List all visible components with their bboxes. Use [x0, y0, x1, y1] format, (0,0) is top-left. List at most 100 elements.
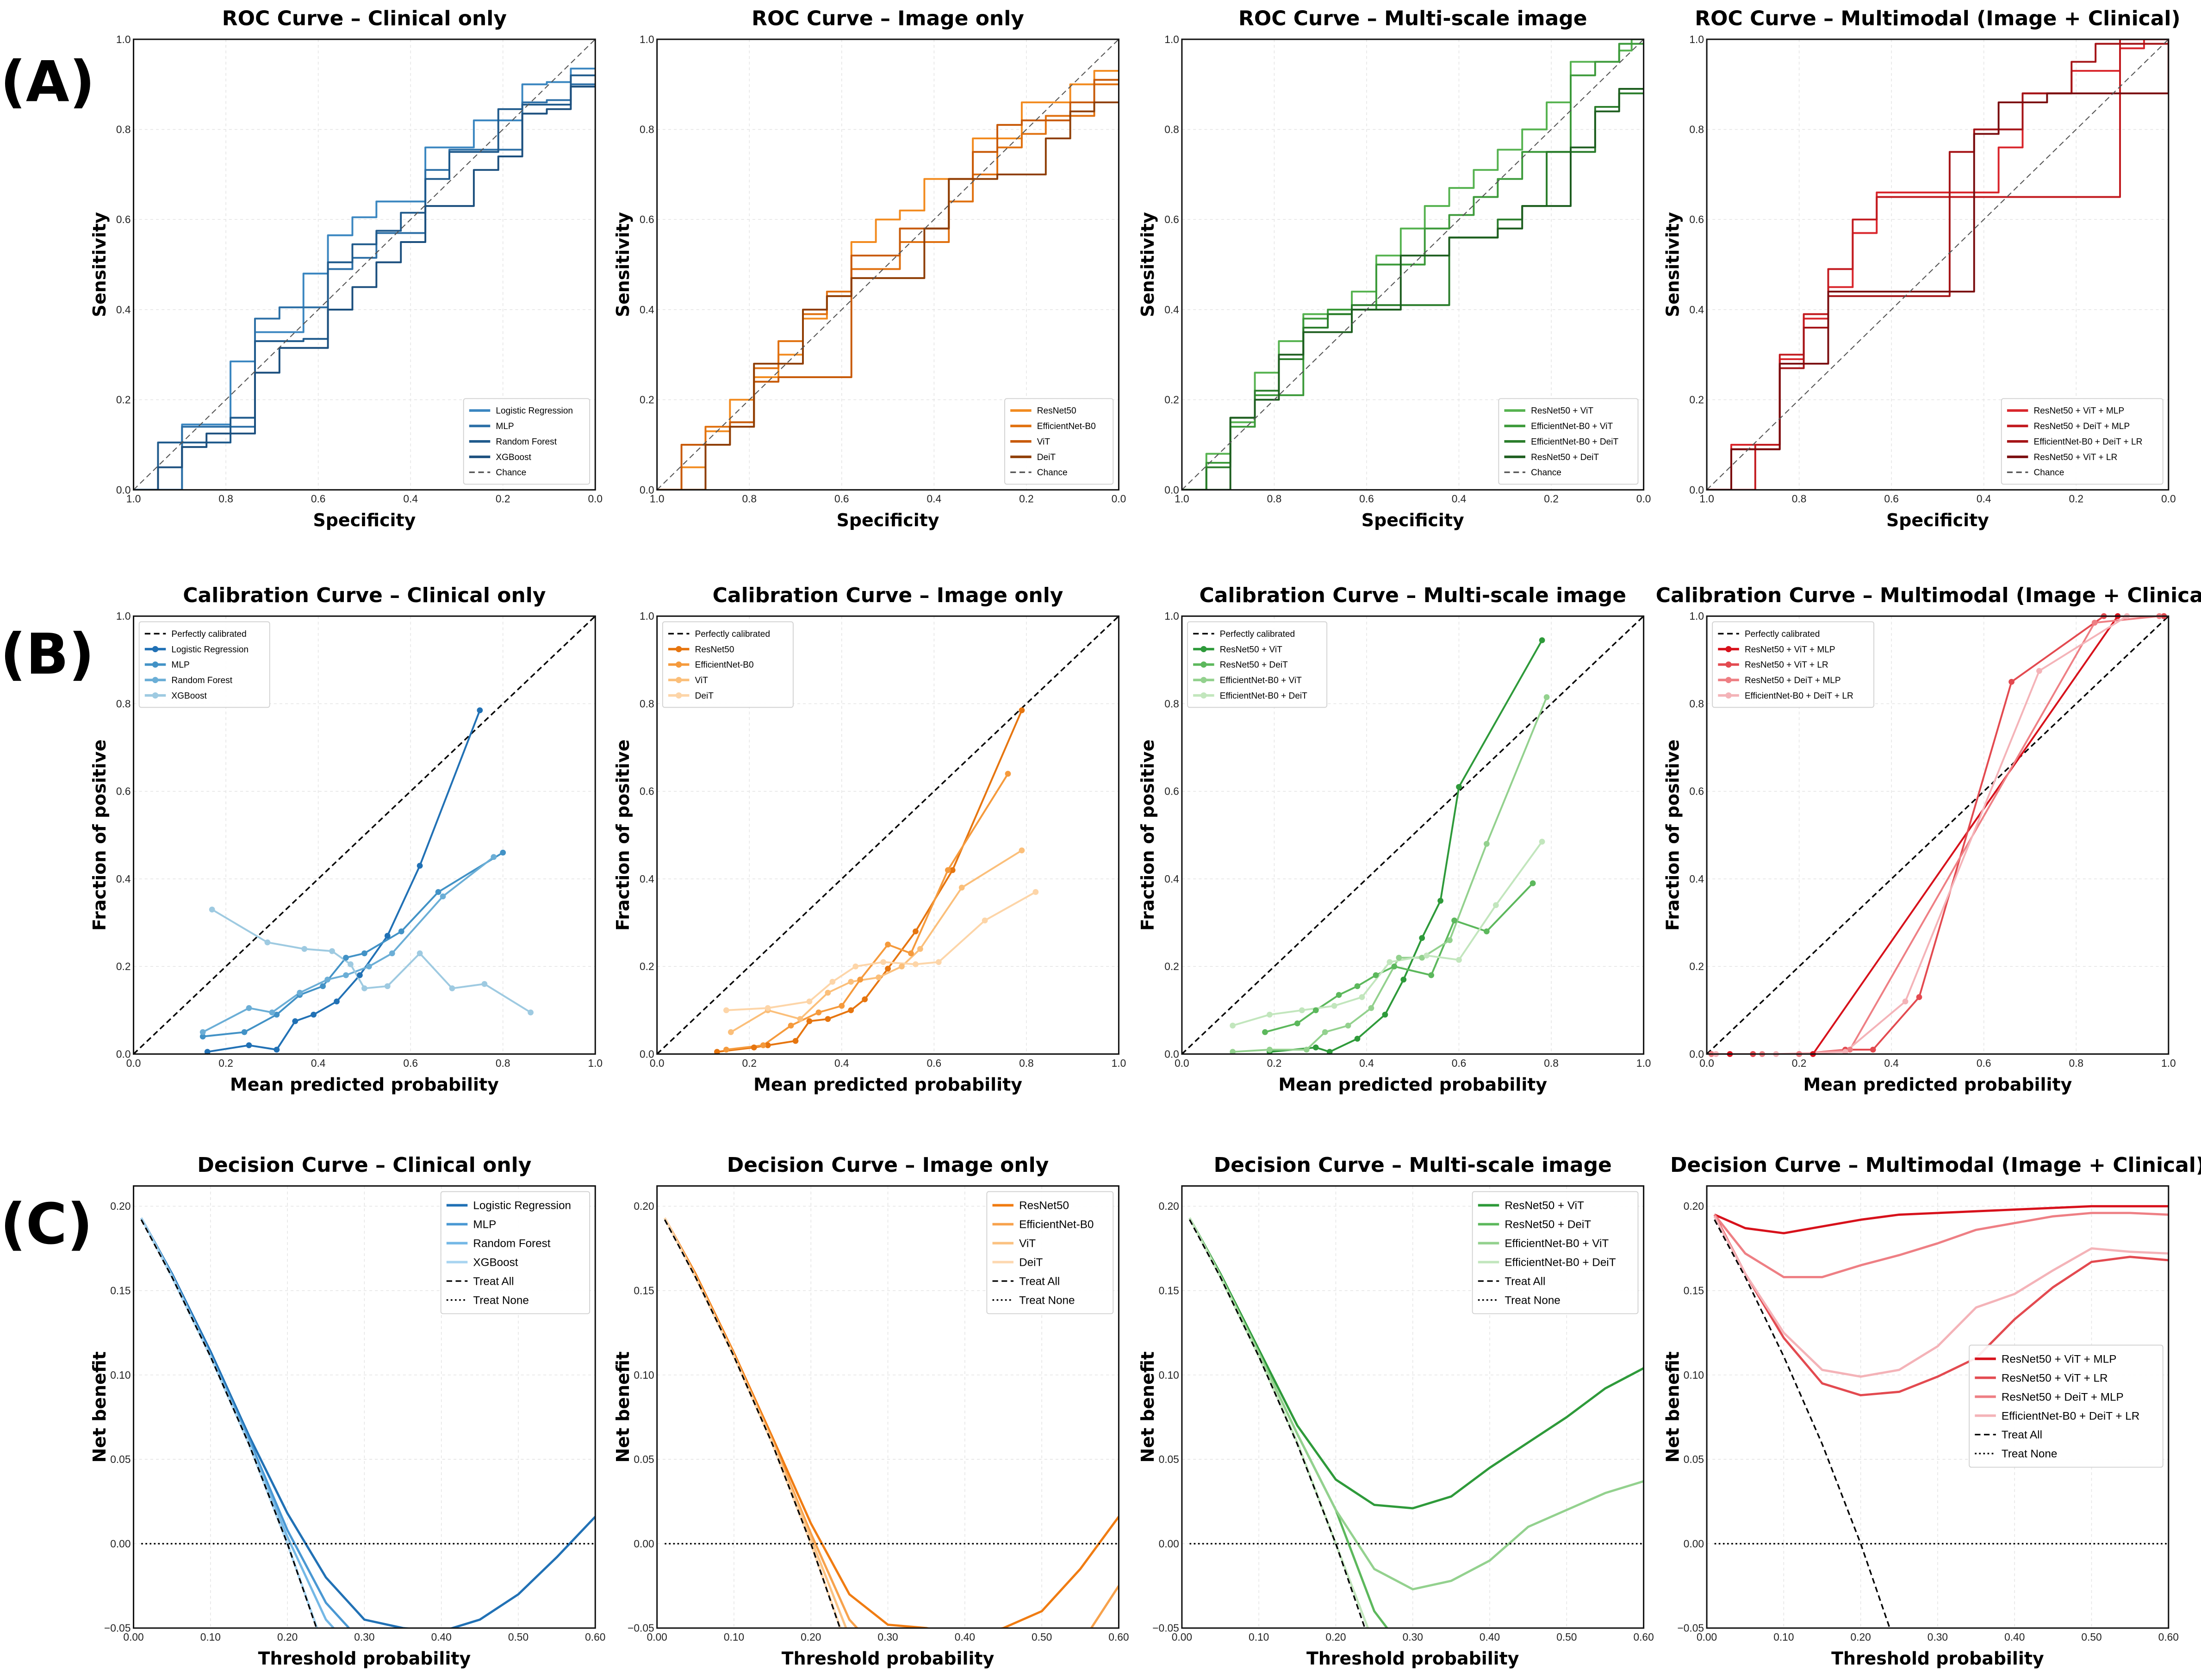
y-tick-label: 0.4	[640, 873, 654, 885]
series-vit-point	[848, 978, 854, 985]
series-resnet50-point	[848, 1007, 854, 1014]
series-logistic-regression-point	[334, 998, 340, 1005]
series-resnet50-point	[825, 1016, 831, 1022]
legend-entry-chance: Chance	[469, 468, 526, 478]
series-resnet50-deit-point	[1294, 1020, 1300, 1027]
legend-label: EfficientNet-B0	[1037, 422, 1096, 431]
axes-frame	[133, 1185, 596, 1629]
x-axis-label: Threshold probability	[1306, 1649, 1519, 1669]
x-tick-label: 0.0	[1112, 493, 1126, 505]
y-tick-label: 0.00	[110, 1537, 131, 1549]
series-resnet50-point	[862, 996, 868, 1002]
legend-label: Logistic Regression	[496, 406, 573, 416]
legend-entry-efficientnet-b0: EfficientNet-B0	[668, 660, 754, 670]
legend-label: Perfectly calibrated	[1745, 629, 1820, 639]
y-tick-label: 0.4	[116, 873, 131, 885]
y-tick-label: 0.6	[1164, 213, 1179, 225]
legend-box	[1498, 398, 1639, 485]
series-vit-point	[825, 989, 831, 996]
legend-label: EfficientNet-B0 + DeiT	[1220, 691, 1307, 701]
y-tick-label: 0.8	[640, 697, 654, 709]
x-tick-label: 0.10	[1773, 1631, 1794, 1643]
legend-entry-treat-none: Treat None	[446, 1294, 529, 1307]
legend-box	[1969, 1344, 2164, 1468]
y-tick-label: 0.8	[116, 123, 131, 135]
legend-entry-resnet50: ResNet50	[668, 645, 734, 654]
legend-marker	[152, 646, 159, 653]
legend-label: ViT	[1037, 437, 1051, 447]
legend-entry-logistic-regression: Logistic Regression	[446, 1200, 571, 1212]
series-vit-point	[1019, 847, 1025, 853]
legend-entry-chance: Chance	[2007, 468, 2064, 478]
series-resnet50-deit-mlp-point	[2091, 620, 2098, 626]
x-tick-label: 0.8	[496, 1057, 510, 1069]
legend-label: ResNet50 + ViT + LR	[1745, 660, 1828, 670]
legend: Perfectly calibrated ResNet50 + ViT + MLP…	[1712, 621, 1875, 708]
series-deit-line	[664, 1217, 842, 1628]
series-efficientnet-b0-deit-point	[1492, 902, 1499, 908]
x-tick-label: 0.30	[354, 1631, 374, 1643]
x-axis-label: Threshold probability	[258, 1649, 471, 1669]
legend-marker	[676, 692, 682, 699]
x-axis-label: Mean predicted probability	[230, 1074, 499, 1095]
x-tick-label: 0.10	[200, 1631, 221, 1643]
legend-entry-vit: ViT	[668, 676, 708, 685]
x-tick-label: 0.6	[1977, 1057, 1991, 1069]
series-resnet50-deit-point	[1451, 917, 1457, 924]
y-tick-label: 1.0	[640, 33, 654, 45]
legend-label: Treat None	[1505, 1294, 1560, 1307]
x-tick-label: 0.40	[1480, 1631, 1500, 1643]
chart-roc-4: 1.0 0.8 0.6 0.4 0.2 0.0 0.0 0.2 0.4 0.6 0.8 1.0 ROC …	[1662, 7, 2180, 531]
legend-label: ResNet50	[695, 645, 734, 654]
legend-label: ResNet50	[1019, 1200, 1069, 1212]
legend-entry-xgboost: XGBoost	[144, 691, 207, 701]
series-resnet50-point	[885, 965, 891, 972]
x-tick-label: 0.60	[2158, 1631, 2179, 1643]
x-tick-label: 0.0	[1636, 493, 1651, 505]
panel-label-b: (B)	[0, 622, 94, 687]
series-efficientnet-b0-deit-line	[1188, 1217, 1369, 1628]
y-tick-label: 0.6	[1164, 785, 1179, 797]
legend-label: EfficientNet-B0 + ViT	[1220, 676, 1302, 685]
y-tick-label: 0.2	[1689, 394, 1704, 406]
legend-entry-mlp: MLP	[144, 660, 190, 670]
x-tick-label: 0.4	[927, 493, 942, 505]
reference-line-perfectly-calibrated	[657, 616, 1119, 1054]
series-deit-point	[723, 1007, 729, 1014]
y-tick-label: 0.2	[640, 960, 654, 972]
y-tick-label: 0.0	[640, 1048, 654, 1060]
legend-label: XGBoost	[171, 691, 207, 701]
y-tick-label: 0.15	[634, 1284, 654, 1296]
x-tick-label: 0.6	[403, 1057, 418, 1069]
y-tick-label: 0.4	[1164, 304, 1179, 316]
series-deit-point	[829, 978, 836, 985]
axes-frame	[656, 1185, 1119, 1629]
panel-label-c: (C)	[0, 1191, 93, 1257]
axes-frame	[1706, 1185, 2170, 1629]
legend-entry-random-forest: Random Forest	[469, 437, 557, 447]
series-vit-point	[876, 974, 882, 981]
series-logistic-regression-point	[292, 1018, 298, 1024]
legend-marker	[676, 677, 682, 683]
x-axis-label: Mean predicted probability	[1803, 1074, 2072, 1095]
series-resnet50-point	[1019, 707, 1025, 714]
y-tick-label: 0.05	[634, 1453, 654, 1465]
legend-entry-efficientnet-b0-deit: EfficientNet-B0 + DeiT	[1504, 437, 1619, 447]
legend-entry-resnet50-vit: ResNet50 + ViT	[1504, 406, 1593, 416]
series-logistic-regression-point	[417, 863, 423, 869]
series-xgboost-point	[384, 983, 391, 989]
x-tick-label: 1.0	[126, 493, 141, 505]
series-deit-line	[726, 891, 1036, 1011]
axes-frame	[656, 38, 1119, 491]
chart-decision-4: 0.00 0.10 0.20 0.30 0.40 0.50 0.60−0.050.000.0…	[1662, 1153, 2201, 1668]
chart-roc-1: 1.0 0.8 0.6 0.4 0.2 0.0 0.0 0.2 0.4 0.6 0.8 1.0 ROC …	[89, 7, 603, 531]
legend-label: Chance	[1037, 468, 1068, 478]
series-vit-point	[727, 1029, 734, 1035]
x-tick-label: 0.40	[2004, 1631, 2025, 1643]
x-tick-label: 0.8	[742, 493, 757, 505]
x-tick-label: 1.0	[1112, 1057, 1126, 1069]
series-layer	[133, 39, 596, 490]
legend-label: ViT	[695, 676, 709, 685]
legend-label: ResNet50 + DeiT	[1531, 453, 1599, 462]
series-xgboost-point	[449, 985, 455, 991]
